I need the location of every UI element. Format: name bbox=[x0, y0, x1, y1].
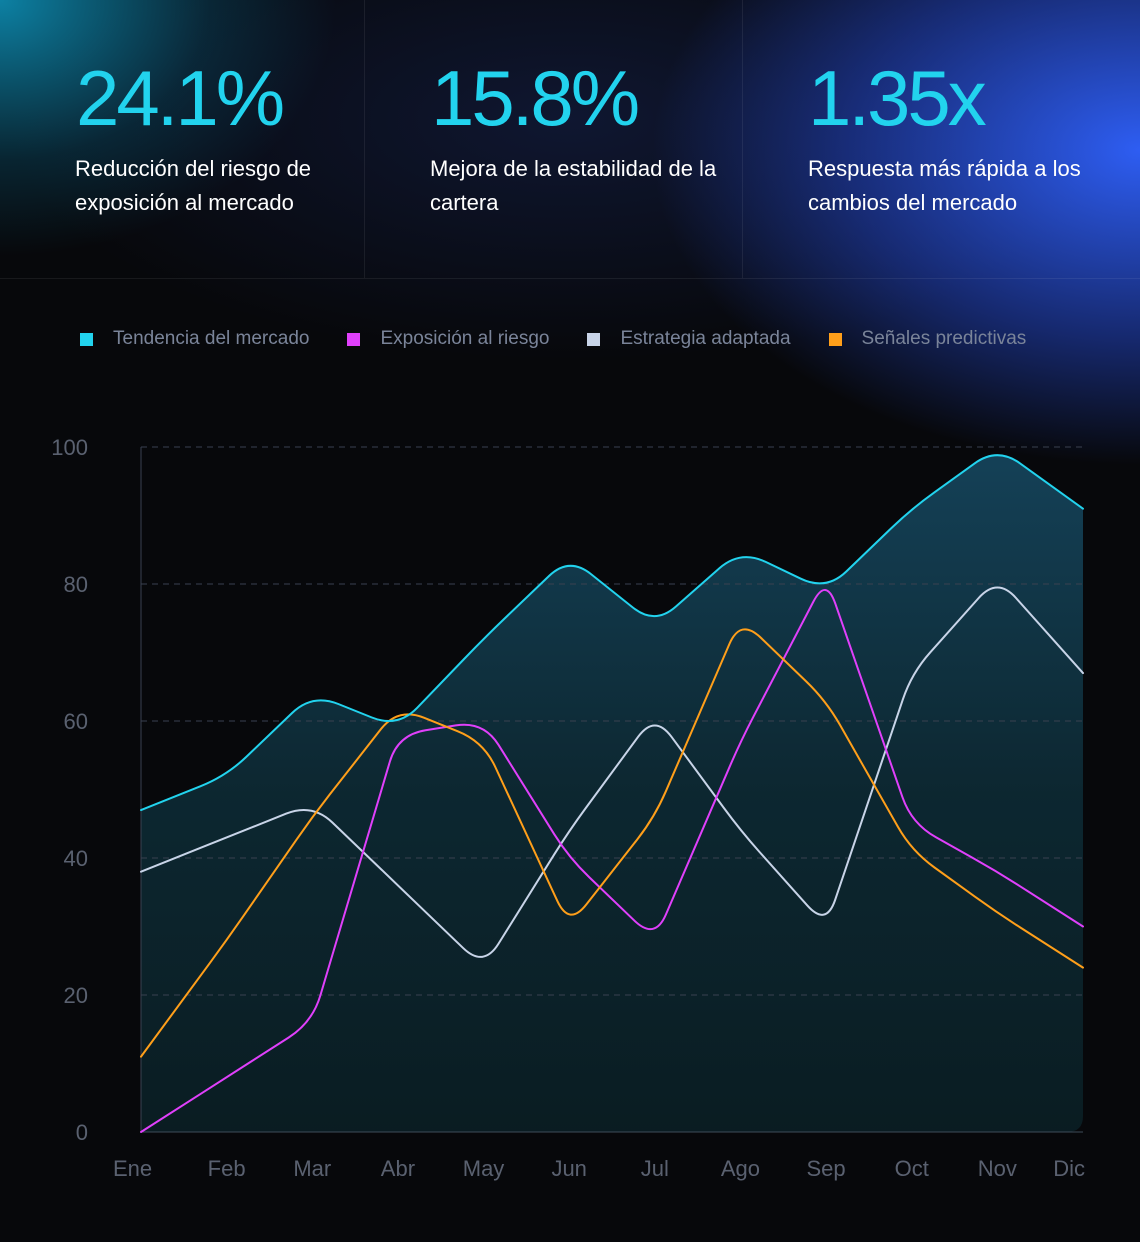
x-tick-label: Jul bbox=[641, 1156, 669, 1181]
y-tick-label: 40 bbox=[64, 846, 88, 871]
legend-label: Exposición al riesgo bbox=[380, 328, 550, 349]
series-line-estrategia-adaptada bbox=[140, 586, 1084, 958]
x-tick-label: Abr bbox=[381, 1156, 415, 1181]
legend-item-signals[interactable]: Señales predictivas bbox=[828, 328, 1027, 350]
legend-swatch bbox=[347, 332, 361, 346]
legend-swatch bbox=[80, 332, 93, 346]
x-tick-label: Ene bbox=[113, 1156, 152, 1181]
legend-label: Tendencia del mercado bbox=[113, 328, 310, 349]
legend-swatch bbox=[587, 332, 601, 346]
x-tick-label: Oct bbox=[895, 1156, 929, 1181]
x-tick-label: Jun bbox=[551, 1156, 586, 1181]
y-tick-label: 0 bbox=[76, 1120, 88, 1145]
legend-label: Estrategia adaptada bbox=[620, 328, 791, 349]
series-line-exposición-al-riesgo bbox=[140, 588, 1084, 1133]
x-tick-label: Sep bbox=[807, 1156, 846, 1181]
stat-portfolio-stability: 15.8% Mejora de la estabilidad de la car… bbox=[365, 0, 743, 278]
stat-risk-reduction: 24.1% Reducción del riesgo de exposición… bbox=[0, 0, 365, 278]
y-tick-label: 100 bbox=[51, 435, 88, 460]
stat-label: Respuesta más rápida a los cambios del m… bbox=[808, 156, 1081, 215]
stat-label: Mejora de la estabilidad de la cartera bbox=[430, 156, 717, 215]
stat-value: 1.35x bbox=[808, 54, 987, 142]
stats-panel: 24.1% Reducción del riesgo de exposición… bbox=[0, 0, 1140, 279]
stat-response-speed: 1.35x Respuesta más rápida a los cambios… bbox=[743, 0, 1140, 278]
x-tick-label: Nov bbox=[978, 1156, 1017, 1181]
series-area-0 bbox=[141, 455, 1083, 1132]
legend-label: Señales predictivas bbox=[861, 328, 1027, 349]
x-tick-label: Dic bbox=[1053, 1156, 1085, 1181]
legend-item-market[interactable]: Tendencia del mercado bbox=[80, 328, 309, 350]
stat-value: 24.1% bbox=[76, 54, 285, 142]
series-line-señales-predictivas bbox=[140, 628, 1084, 1058]
y-tick-label: 80 bbox=[64, 572, 88, 597]
x-tick-label: May bbox=[463, 1156, 505, 1181]
legend-item-risk[interactable]: Exposición al riesgo bbox=[347, 328, 549, 350]
series-line-tendencia-del-mercado bbox=[140, 454, 1084, 812]
x-tick-label: Mar bbox=[293, 1156, 331, 1181]
y-tick-label: 60 bbox=[64, 709, 88, 734]
stat-label: Reducción del riesgo de exposición al me… bbox=[75, 156, 312, 215]
y-tick-label: 20 bbox=[64, 983, 88, 1008]
stat-value: 15.8% bbox=[431, 54, 640, 142]
x-tick-label: Ago bbox=[721, 1156, 760, 1181]
legend-item-strategy[interactable]: Estrategia adaptada bbox=[587, 328, 791, 350]
x-tick-label: Feb bbox=[208, 1156, 246, 1181]
legend-swatch bbox=[828, 332, 842, 346]
chart-legend: Tendencia del mercado Exposición al ries… bbox=[80, 326, 1026, 352]
